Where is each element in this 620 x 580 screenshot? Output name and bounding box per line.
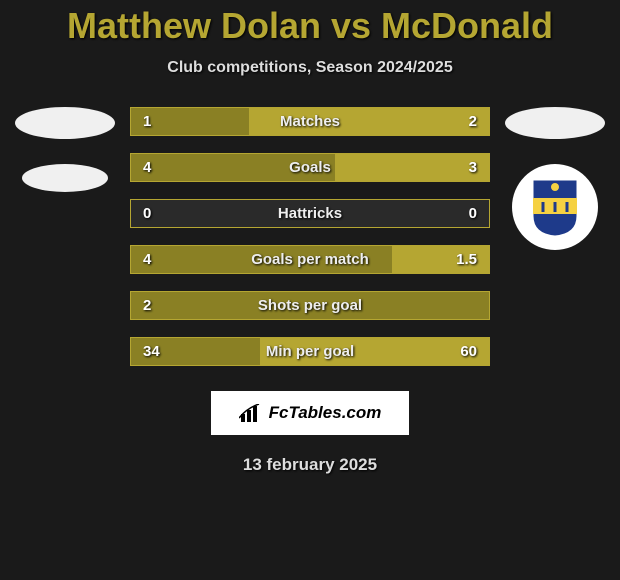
branding-box: FcTables.com	[211, 391, 410, 435]
bar-value-right: 60	[460, 343, 477, 360]
stat-bars: 1Matches2 4Goals3 0Hattricks0 4Goals per ma…	[130, 107, 490, 366]
bar-label: Matches	[131, 113, 489, 130]
bar-value-right: 0	[469, 205, 477, 222]
left-player-col	[10, 107, 120, 192]
stat-bar-2: 0Hattricks0	[130, 199, 490, 228]
bar-label: Goals per match	[131, 251, 489, 268]
right-player-col	[500, 107, 610, 250]
left-logo-2	[22, 164, 108, 192]
date-text: 13 february 2025	[243, 455, 377, 475]
bar-label: Hattricks	[131, 205, 489, 222]
brand-text: FcTables.com	[269, 403, 382, 423]
brand-chart-icon	[239, 404, 261, 422]
right-club-crest	[512, 164, 598, 250]
stat-bar-4: 2Shots per goal	[130, 291, 490, 320]
club-crest-icon	[529, 176, 581, 238]
subtitle: Club competitions, Season 2024/2025	[167, 59, 452, 77]
stat-bar-0: 1Matches2	[130, 107, 490, 136]
comparison-area: 1Matches2 4Goals3 0Hattricks0 4Goals per ma…	[0, 107, 620, 366]
bar-value-right: 1.5	[456, 251, 477, 268]
stat-bar-3: 4Goals per match1.5	[130, 245, 490, 274]
right-logo-1	[505, 107, 605, 139]
left-logo-1	[15, 107, 115, 139]
bar-value-right: 3	[469, 159, 477, 176]
bar-label: Goals	[131, 159, 489, 176]
stat-bar-1: 4Goals3	[130, 153, 490, 182]
stat-bar-5: 34Min per goal60	[130, 337, 490, 366]
bar-value-right: 2	[469, 113, 477, 130]
page-title: Matthew Dolan vs McDonald	[67, 5, 553, 47]
bar-label: Shots per goal	[131, 297, 489, 314]
bar-label: Min per goal	[131, 343, 489, 360]
